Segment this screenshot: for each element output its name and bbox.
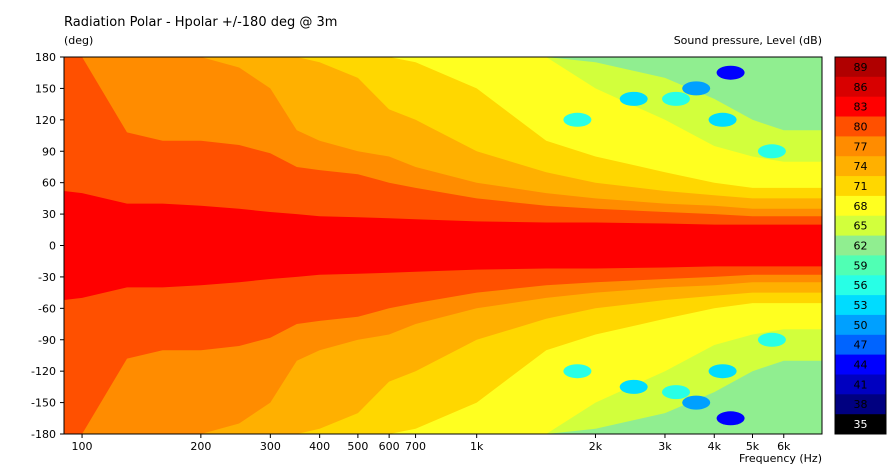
y-tick-label: -180 — [31, 428, 56, 441]
colorbar-swatch — [835, 96, 886, 117]
y-tick-label: -60 — [38, 302, 56, 315]
colorbar-tick-label: 68 — [854, 200, 868, 213]
contour-band-83 — [64, 191, 822, 300]
y-tick-label: 0 — [49, 240, 56, 253]
colorbar-tick-label: 44 — [854, 359, 868, 372]
colorbar-swatch — [835, 275, 886, 296]
y-tick-label: -150 — [31, 397, 56, 410]
x-tick-label: 4k — [708, 440, 722, 453]
colorbar-tick-label: 56 — [854, 279, 868, 292]
level-patch-9 — [716, 411, 745, 426]
level-patch-1 — [619, 91, 648, 106]
colorbar-swatch — [835, 334, 886, 356]
level-patch-7 — [619, 379, 648, 394]
colorbar-tick-label: 89 — [854, 61, 868, 74]
x-tick-label: 500 — [347, 440, 368, 453]
y-tick-label: 60 — [42, 177, 56, 190]
colorbar-border — [834, 56, 887, 435]
y-tick-label: -120 — [31, 365, 56, 378]
x-tick-label: 700 — [405, 440, 426, 453]
colorbar-swatch — [835, 156, 886, 177]
colorbar-swatch — [835, 136, 886, 157]
x-tick-label: 5k — [746, 440, 760, 453]
chart-title: Radiation Polar - Hpolar +/-180 deg @ 3m — [64, 15, 337, 30]
x-tick-label: 2k — [589, 440, 603, 453]
x-tick-label: 600 — [379, 440, 400, 453]
colorbar-tick-label: 59 — [854, 259, 868, 272]
y-tick-label: 120 — [35, 114, 56, 127]
colorbar-swatch — [835, 374, 886, 395]
level-patch-8 — [662, 385, 690, 400]
heatmap-plot-area — [63, 56, 823, 435]
y-tick-label: -30 — [38, 271, 56, 284]
colorbar-tick-label: 65 — [854, 220, 868, 233]
x-tick-label: 300 — [260, 440, 281, 453]
colorbar-tick-label: 38 — [854, 398, 868, 411]
level-patch-4 — [708, 112, 737, 127]
y-tick-label: -90 — [38, 334, 56, 347]
colorbar-tick-label: 35 — [854, 418, 868, 431]
y-axis-label: (deg) — [64, 34, 93, 47]
colorbar-tick-label: 47 — [854, 339, 868, 352]
colorbar-swatch — [835, 295, 886, 316]
colorbar-swatch — [835, 354, 886, 375]
colorbar-tick-label: 83 — [854, 101, 868, 114]
level-patch-6 — [563, 364, 592, 379]
low-level-patches — [563, 65, 786, 426]
x-axis-ticks: 100 200 300 400 500 600 700 1k 2k 3k 4k 5k 6k — [72, 434, 791, 453]
colorbar-swatch — [835, 235, 886, 256]
colorbar-swatch — [835, 414, 886, 435]
colorbar: 89 86 83 80 77 74 71 68 65 62 59 56 53 50 47 44 41 38 35 — [834, 56, 887, 435]
x-axis-label: Frequency (Hz) — [739, 452, 822, 465]
level-patch-5 — [757, 144, 786, 159]
colorbar-swatch — [835, 176, 886, 197]
level-patch-0 — [563, 112, 592, 127]
colorbar-tick-label: 50 — [854, 319, 868, 332]
y-tick-label: 150 — [35, 82, 56, 95]
colorbar-tick-label: 41 — [854, 378, 868, 391]
colorbar-swatch — [835, 314, 886, 336]
colorbar-tick-label: 62 — [854, 240, 868, 253]
colorbar-swatch — [835, 394, 886, 415]
level-patch-13 — [682, 395, 711, 410]
colorbar-swatch — [835, 57, 886, 78]
colorbar-tick-label: 77 — [854, 140, 868, 153]
x-tick-label: 3k — [658, 440, 672, 453]
colorbar-swatch — [835, 116, 886, 137]
colorbar-label: Sound pressure, Level (dB) — [674, 34, 822, 47]
contour-bands — [64, 57, 822, 434]
colorbar-swatch — [835, 255, 886, 276]
colorbar-tick-label: 80 — [854, 120, 868, 133]
x-tick-label: 6k — [777, 440, 791, 453]
x-tick-label: 200 — [190, 440, 211, 453]
colorbar-tick-label: 74 — [854, 160, 868, 173]
level-patch-2 — [662, 91, 690, 106]
y-axis-ticks: 180 150 120 90 60 30 0 -30 -60 -90 -120 -150 -180 — [31, 51, 64, 441]
x-tick-label: 100 — [72, 440, 93, 453]
y-tick-label: 180 — [35, 51, 56, 64]
level-patch-12 — [682, 81, 711, 96]
y-tick-label: 90 — [42, 145, 56, 158]
colorbar-swatch — [835, 215, 886, 236]
y-tick-label: 30 — [42, 208, 56, 221]
level-patch-10 — [708, 364, 737, 379]
colorbar-swatch — [835, 76, 886, 98]
level-patch-3 — [716, 65, 745, 80]
colorbar-tick-label: 71 — [854, 180, 868, 193]
x-tick-label: 400 — [309, 440, 330, 453]
colorbar-tick-label: 53 — [854, 299, 868, 312]
colorbar-tick-label: 86 — [854, 81, 868, 94]
level-patch-11 — [757, 332, 786, 347]
x-tick-label: 1k — [470, 440, 484, 453]
colorbar-swatch — [835, 195, 886, 217]
